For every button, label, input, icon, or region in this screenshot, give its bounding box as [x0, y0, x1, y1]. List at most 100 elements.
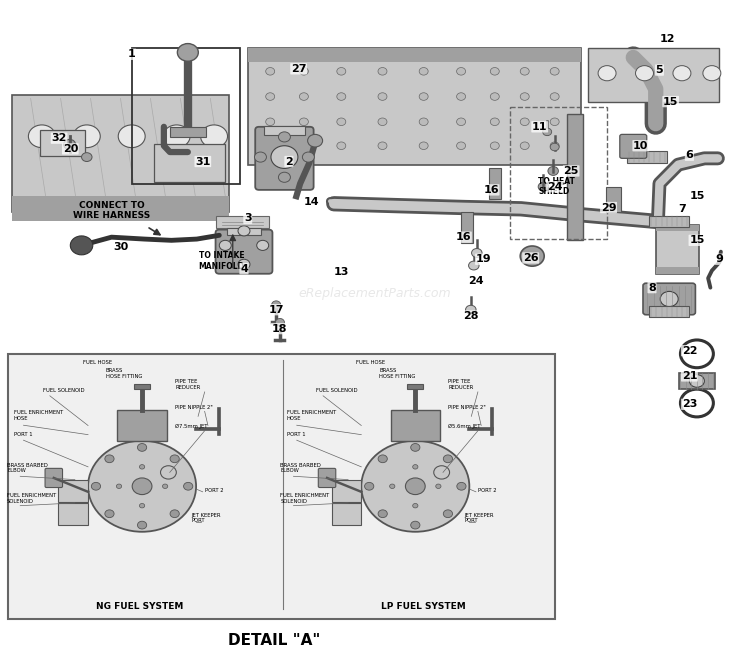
Circle shape [105, 455, 114, 463]
FancyBboxPatch shape [45, 469, 62, 487]
Circle shape [137, 443, 147, 451]
Circle shape [598, 65, 616, 81]
FancyBboxPatch shape [248, 48, 580, 165]
Circle shape [520, 142, 530, 150]
FancyBboxPatch shape [643, 283, 695, 315]
Circle shape [406, 478, 425, 494]
Circle shape [64, 139, 76, 150]
Text: 31: 31 [195, 157, 211, 167]
Circle shape [378, 510, 387, 518]
FancyBboxPatch shape [656, 268, 699, 273]
Text: 6: 6 [686, 150, 693, 160]
Text: BRASS
HOSE FITTING: BRASS HOSE FITTING [106, 368, 142, 379]
FancyBboxPatch shape [407, 384, 423, 389]
Circle shape [419, 93, 428, 100]
Text: CONNECT TO
WIRE HARNESS: CONNECT TO WIRE HARNESS [73, 201, 150, 220]
FancyBboxPatch shape [215, 229, 272, 273]
Circle shape [543, 128, 552, 135]
Text: 32: 32 [52, 133, 67, 143]
Text: BRASS BARBED
ELBOW: BRASS BARBED ELBOW [7, 463, 48, 474]
Circle shape [413, 465, 418, 469]
Circle shape [520, 246, 544, 266]
Circle shape [457, 118, 466, 126]
FancyBboxPatch shape [40, 130, 85, 156]
Text: PORT 2: PORT 2 [478, 488, 496, 493]
Text: PORT 2: PORT 2 [205, 488, 224, 493]
Text: PIPE TEE
REDUCER: PIPE TEE REDUCER [175, 379, 200, 390]
Circle shape [457, 67, 466, 75]
Circle shape [635, 65, 653, 81]
Text: 7: 7 [678, 204, 686, 214]
Circle shape [457, 482, 466, 490]
Text: 16: 16 [455, 232, 471, 242]
Text: 9: 9 [716, 254, 723, 264]
Circle shape [378, 67, 387, 75]
Circle shape [436, 484, 441, 489]
Text: 11: 11 [532, 122, 548, 132]
Text: 17: 17 [268, 305, 284, 315]
Circle shape [299, 93, 308, 100]
Circle shape [163, 484, 168, 489]
Circle shape [140, 503, 145, 508]
Text: 16: 16 [483, 185, 499, 195]
FancyBboxPatch shape [248, 48, 580, 62]
Circle shape [238, 259, 250, 270]
Circle shape [116, 484, 122, 489]
Circle shape [278, 172, 290, 182]
Text: 29: 29 [601, 203, 616, 213]
Circle shape [200, 125, 227, 148]
FancyBboxPatch shape [170, 127, 206, 137]
Circle shape [550, 67, 560, 75]
Circle shape [457, 142, 466, 150]
FancyBboxPatch shape [255, 127, 314, 190]
Text: LP FUEL SYSTEM: LP FUEL SYSTEM [381, 602, 466, 611]
Circle shape [299, 142, 308, 150]
FancyBboxPatch shape [12, 196, 229, 222]
Circle shape [378, 142, 387, 150]
Text: 19: 19 [476, 254, 491, 264]
Circle shape [70, 236, 93, 255]
Circle shape [170, 510, 179, 518]
Circle shape [490, 142, 500, 150]
Text: PIPE NIPPLE 2": PIPE NIPPLE 2" [448, 404, 486, 410]
Text: 1: 1 [128, 49, 136, 60]
Circle shape [520, 67, 530, 75]
Text: FUEL SOLENOID: FUEL SOLENOID [316, 388, 358, 393]
FancyBboxPatch shape [656, 225, 699, 273]
FancyBboxPatch shape [489, 168, 501, 200]
FancyBboxPatch shape [679, 373, 715, 389]
Circle shape [389, 484, 395, 489]
Text: 14: 14 [304, 198, 320, 207]
FancyBboxPatch shape [226, 227, 261, 235]
Text: 18: 18 [272, 323, 287, 334]
Circle shape [378, 93, 387, 100]
Text: 20: 20 [63, 144, 78, 154]
FancyBboxPatch shape [656, 225, 699, 231]
Text: 22: 22 [682, 345, 698, 356]
FancyBboxPatch shape [332, 503, 362, 525]
Circle shape [550, 143, 560, 151]
FancyBboxPatch shape [117, 410, 166, 441]
Circle shape [266, 93, 274, 100]
Circle shape [299, 67, 308, 75]
Circle shape [219, 240, 231, 250]
Text: FUEL ENRICHMENT
SOLENOID: FUEL ENRICHMENT SOLENOID [7, 493, 56, 504]
Text: 3: 3 [244, 213, 251, 224]
Text: DETAIL "A": DETAIL "A" [228, 632, 320, 647]
Circle shape [660, 292, 678, 307]
Text: 5: 5 [656, 65, 663, 75]
Text: Ø5.6mm JET: Ø5.6mm JET [448, 424, 481, 429]
FancyBboxPatch shape [318, 469, 336, 487]
Circle shape [538, 182, 549, 191]
Circle shape [550, 93, 560, 100]
Circle shape [469, 261, 479, 270]
Circle shape [550, 142, 560, 150]
FancyBboxPatch shape [264, 126, 305, 135]
FancyBboxPatch shape [332, 480, 362, 502]
Circle shape [337, 118, 346, 126]
Circle shape [105, 510, 114, 518]
Text: FUEL SOLENOID: FUEL SOLENOID [44, 388, 85, 393]
Text: 13: 13 [334, 267, 349, 277]
Text: 30: 30 [112, 242, 128, 251]
Circle shape [256, 240, 268, 250]
